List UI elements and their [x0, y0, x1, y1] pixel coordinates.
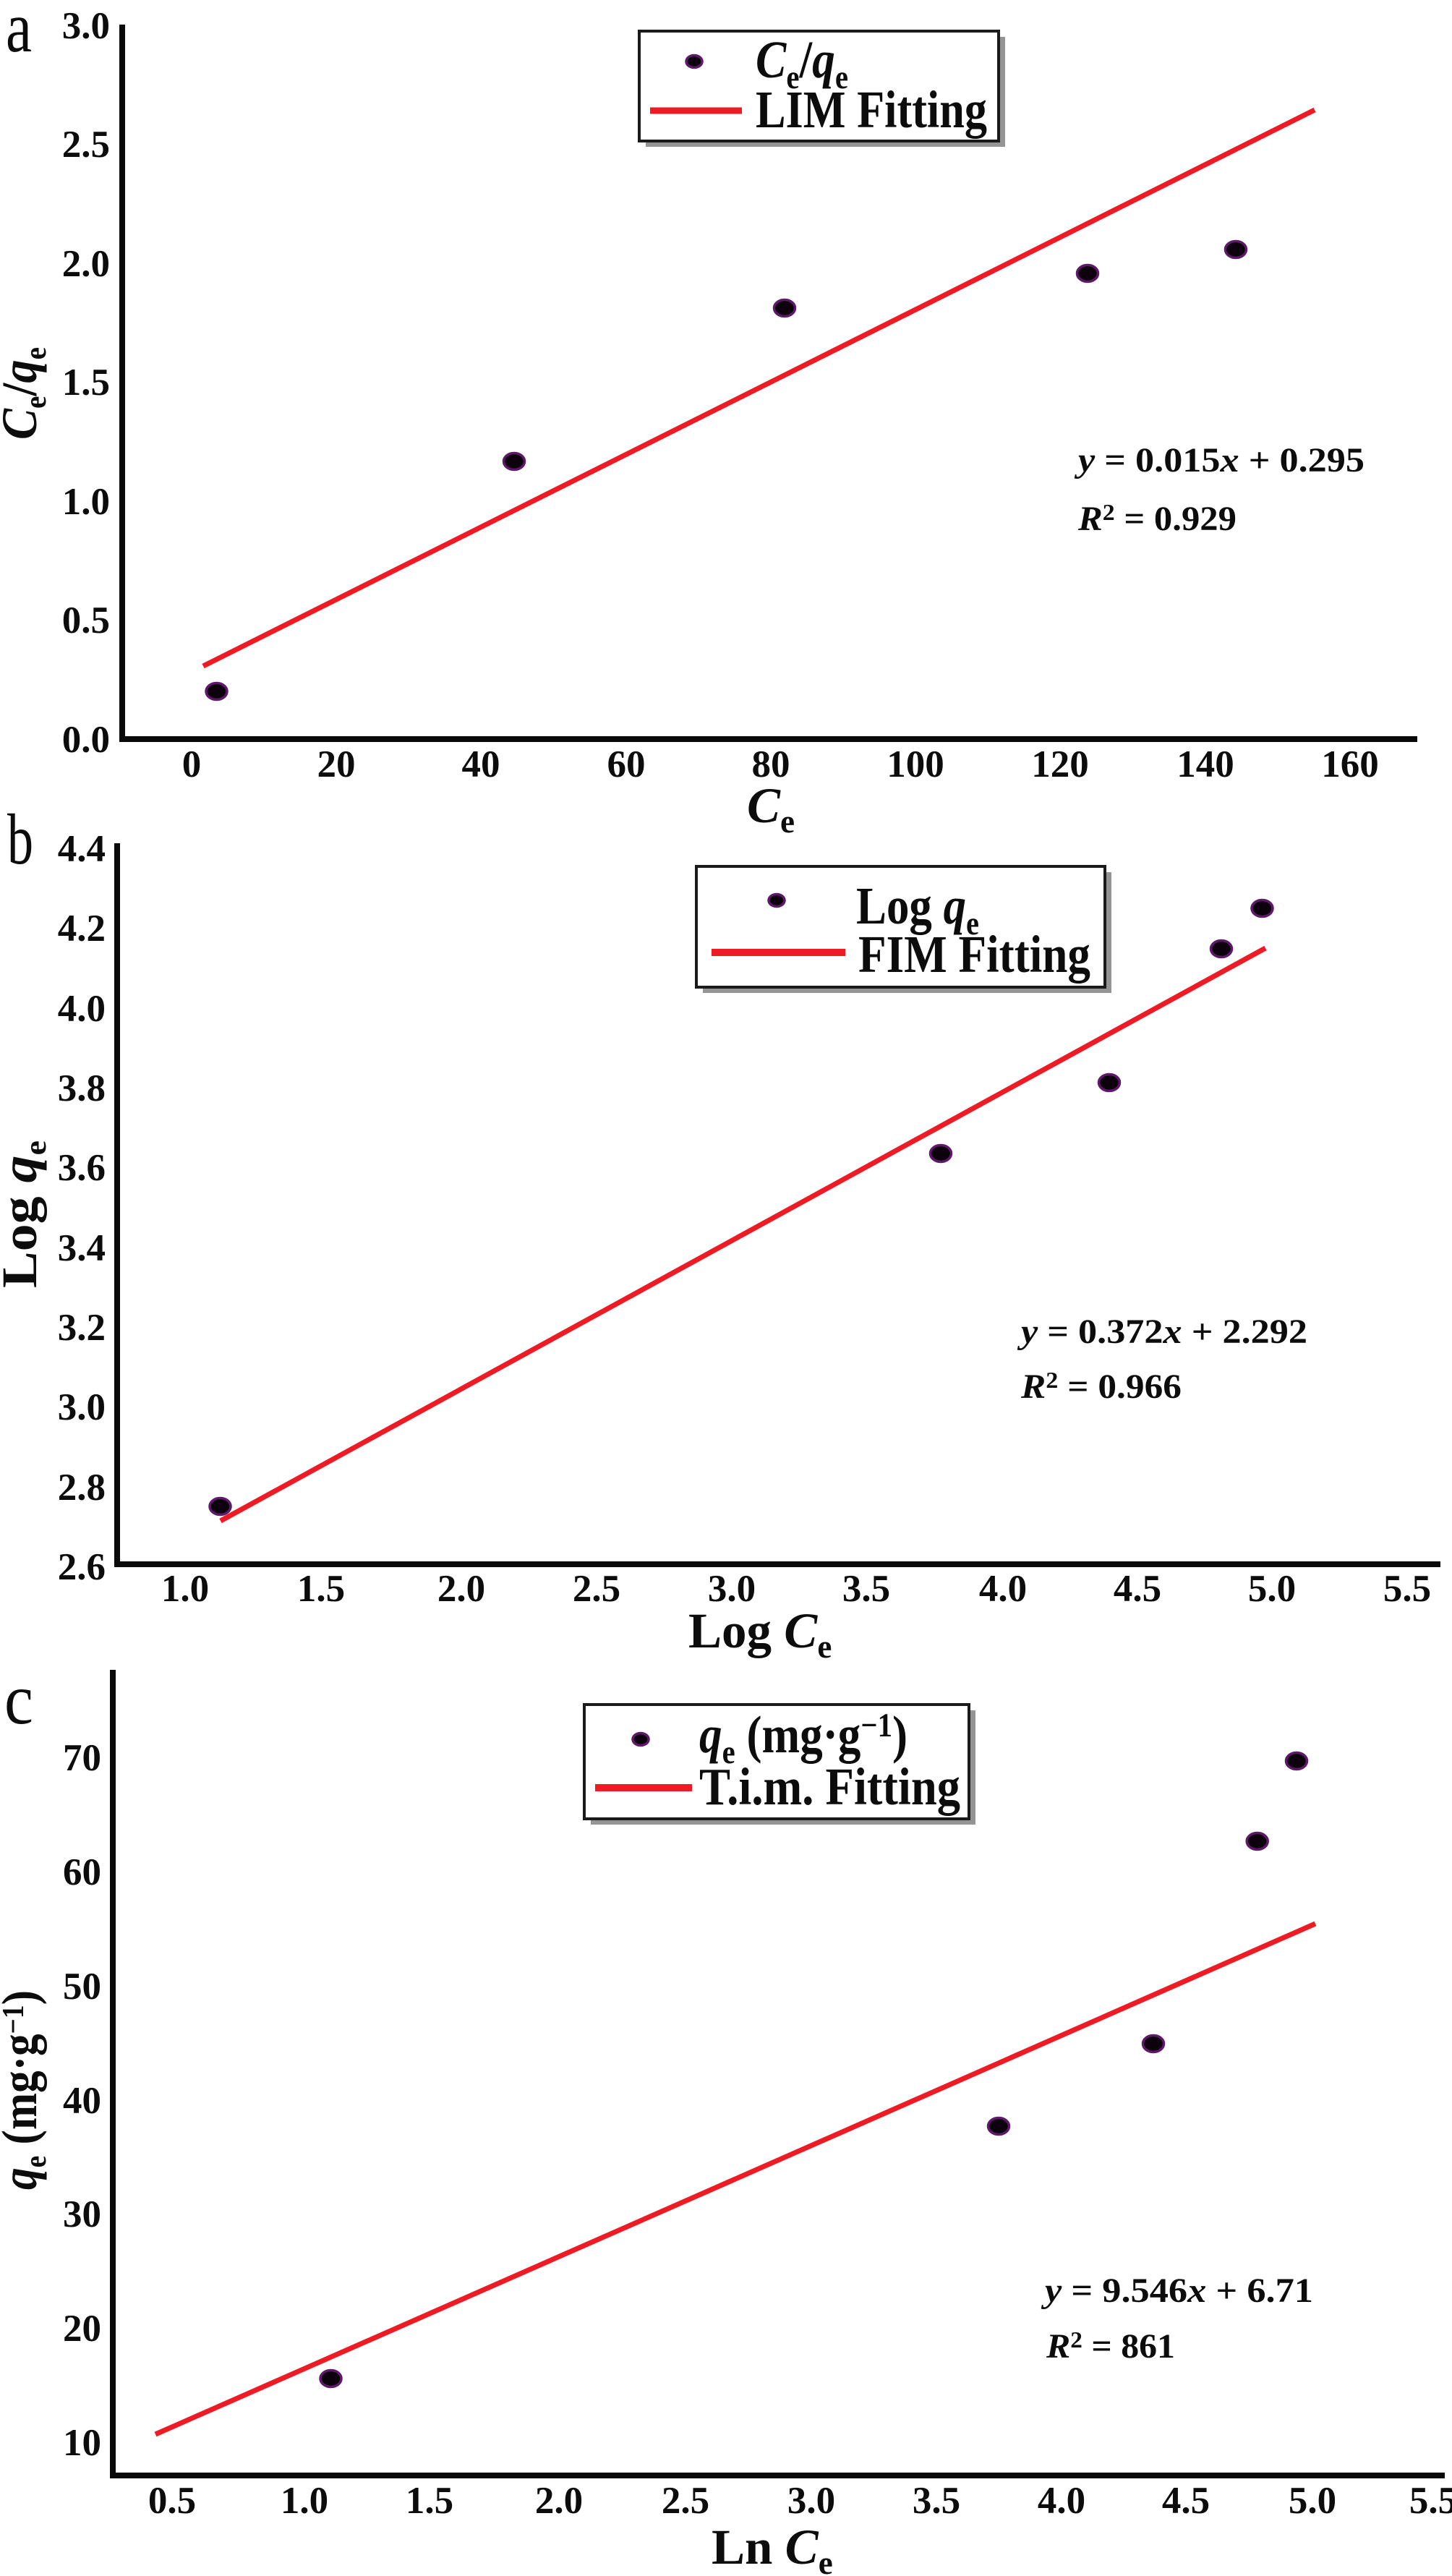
- svg-text:60: 60: [607, 743, 646, 785]
- svg-text:30: 30: [63, 2193, 101, 2235]
- svg-text:20: 20: [317, 743, 356, 785]
- svg-text:b: b: [7, 799, 33, 879]
- svg-text:qe (mg·g−1): qe (mg·g−1): [0, 1990, 53, 2190]
- svg-text:2.6: 2.6: [58, 1546, 106, 1588]
- svg-text:1.0: 1.0: [161, 1568, 209, 1610]
- svg-text:Ce: Ce: [747, 778, 795, 840]
- svg-text:2.5: 2.5: [573, 1568, 620, 1610]
- svg-text:1.5: 1.5: [62, 362, 110, 404]
- svg-text:140: 140: [1176, 743, 1234, 785]
- svg-text:40: 40: [462, 743, 500, 785]
- svg-text:20: 20: [63, 2308, 101, 2350]
- svg-text:qe (mg·g−1): qe (mg·g−1): [699, 1705, 908, 1771]
- svg-text:100: 100: [887, 743, 944, 785]
- svg-text:5.0: 5.0: [1289, 2480, 1336, 2522]
- svg-text:1.0: 1.0: [281, 2480, 328, 2522]
- svg-text:5.5: 5.5: [1383, 1568, 1431, 1610]
- svg-text:5.0: 5.0: [1248, 1568, 1296, 1610]
- svg-text:3.8: 3.8: [58, 1067, 106, 1109]
- svg-text:3.5: 3.5: [913, 2480, 960, 2522]
- svg-text:R2 = 0.929: R2 = 0.929: [1077, 499, 1237, 538]
- svg-text:3.0: 3.0: [62, 5, 110, 47]
- svg-text:3.2: 3.2: [58, 1307, 106, 1349]
- svg-text:a: a: [6, 0, 32, 67]
- svg-text:2.0: 2.0: [437, 1568, 485, 1610]
- svg-text:2.0: 2.0: [535, 2480, 583, 2522]
- svg-text:R2 = 0.966: R2 = 0.966: [1020, 1367, 1182, 1406]
- svg-text:70: 70: [63, 1737, 101, 1779]
- svg-text:Log qe: Log qe: [856, 877, 979, 942]
- svg-text:3.5: 3.5: [842, 1568, 890, 1610]
- svg-text:Ln Ce: Ln Ce: [712, 2520, 833, 2576]
- svg-text:FIM Fitting: FIM Fitting: [858, 925, 1090, 984]
- svg-text:Ce/qe: Ce/qe: [756, 30, 848, 96]
- svg-text:10: 10: [63, 2422, 101, 2464]
- svg-text:3.6: 3.6: [58, 1147, 106, 1189]
- svg-text:1.0: 1.0: [62, 481, 110, 523]
- svg-text:2.8: 2.8: [58, 1467, 106, 1509]
- svg-text:1.5: 1.5: [406, 2480, 453, 2522]
- svg-text:0.5: 0.5: [62, 600, 110, 641]
- svg-text:4.2: 4.2: [58, 908, 106, 950]
- svg-text:LIM Fitting: LIM Fitting: [756, 80, 987, 139]
- svg-text:4.0: 4.0: [979, 1568, 1027, 1610]
- svg-text:50: 50: [63, 1966, 101, 2008]
- svg-text:1.5: 1.5: [297, 1568, 345, 1610]
- svg-text:3.4: 3.4: [58, 1227, 106, 1269]
- svg-text:0: 0: [182, 743, 202, 785]
- svg-text:160: 160: [1321, 743, 1379, 785]
- svg-text:2.0: 2.0: [62, 243, 110, 285]
- svg-text:R2 = 861: R2 = 861: [1046, 2326, 1175, 2366]
- svg-text:120: 120: [1031, 743, 1089, 785]
- svg-text:T.i.m. Fitting: T.i.m. Fitting: [699, 1757, 960, 1816]
- svg-text:60: 60: [63, 1851, 101, 1893]
- svg-text:Log qe: Log qe: [0, 1140, 53, 1288]
- svg-text:0.5: 0.5: [148, 2480, 196, 2522]
- svg-text:3.0: 3.0: [708, 1568, 756, 1610]
- svg-text:0.0: 0.0: [62, 719, 110, 761]
- svg-text:Log Ce: Log Ce: [688, 1603, 832, 1665]
- svg-text:4.5: 4.5: [1114, 1568, 1161, 1610]
- svg-text:2.5: 2.5: [62, 124, 110, 166]
- svg-text:3.0: 3.0: [58, 1386, 106, 1428]
- svg-text:c: c: [4, 1659, 33, 1739]
- svg-text:80: 80: [752, 743, 790, 785]
- svg-text:2.5: 2.5: [662, 2480, 709, 2522]
- svg-text:4.4: 4.4: [58, 828, 106, 870]
- svg-text:5.5: 5.5: [1409, 2480, 1452, 2522]
- svg-text:4.0: 4.0: [1038, 2480, 1085, 2522]
- svg-text:4.0: 4.0: [58, 988, 106, 1030]
- svg-text:40: 40: [63, 2080, 101, 2122]
- svg-text:Ce/qe: Ce/qe: [0, 347, 53, 440]
- svg-text:4.5: 4.5: [1162, 2480, 1210, 2522]
- svg-text:3.0: 3.0: [787, 2480, 835, 2522]
